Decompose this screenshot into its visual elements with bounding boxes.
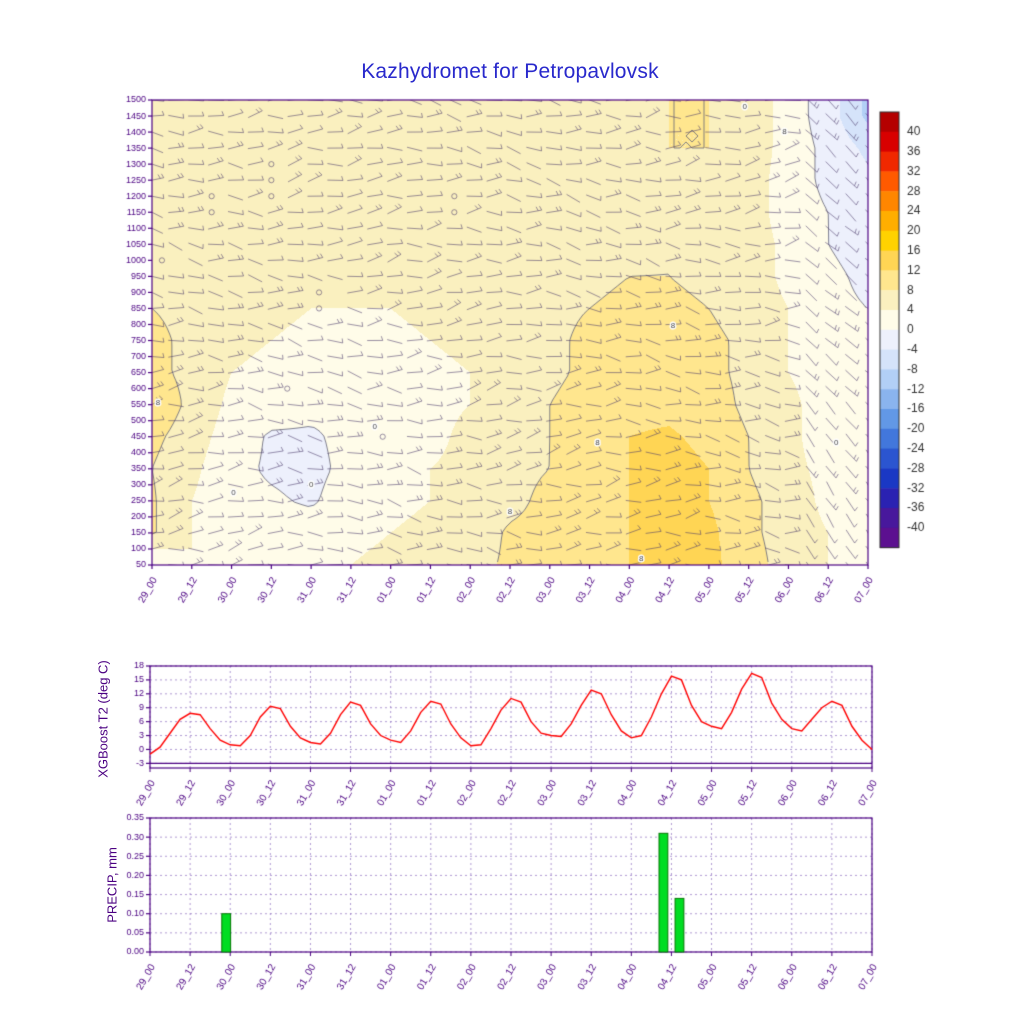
chart-title: Kazhydromet for Petropavlovsk — [361, 60, 659, 83]
t2-axis-label: XGBoost T2 (deg C) — [95, 660, 111, 778]
precip-axis-label: PRECIP, mm — [104, 847, 120, 923]
